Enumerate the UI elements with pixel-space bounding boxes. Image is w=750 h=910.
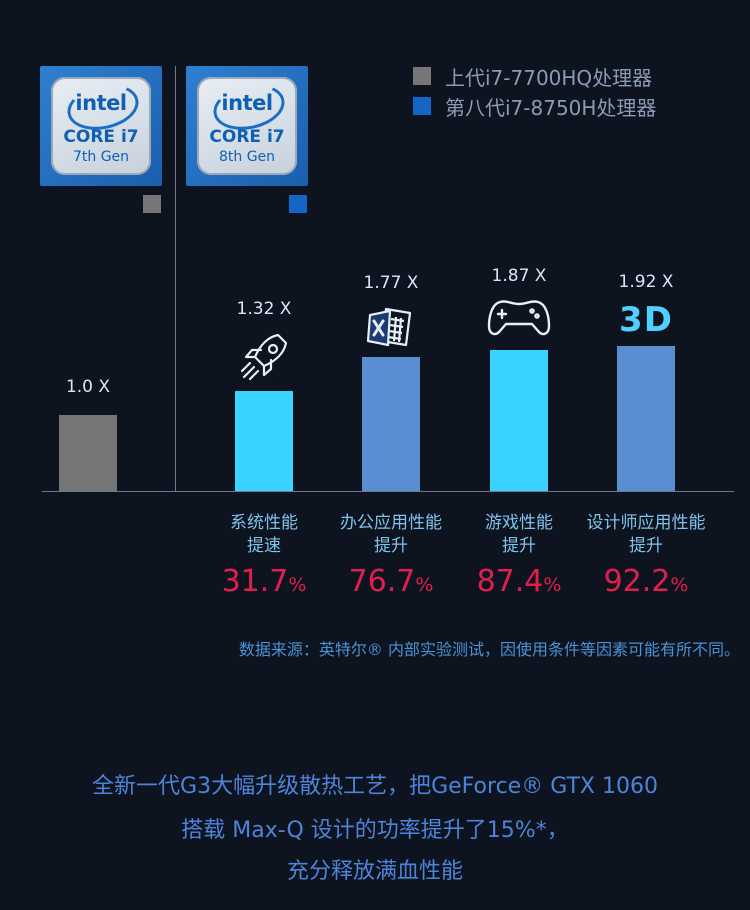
data-source-note: 数据来源：英特尔® 内部实验测试，因使用条件等因素可能有所不同。 [238, 640, 740, 659]
percent-value: 76.7 [348, 564, 416, 599]
intel-core-i7-8th-gen-badge: intel CORE i7 8th Gen [186, 66, 308, 186]
percent-office: 76.7% [311, 564, 471, 599]
vertical-divider [175, 66, 176, 492]
category-line-1: 游戏性能 [485, 513, 553, 533]
intel-core-i7-7th-gen-badge: intel CORE i7 7th Gen [40, 66, 162, 186]
legend-label: 第八代i7-8750H处理器 [445, 95, 657, 120]
3d-icon-text: 3D [619, 299, 673, 340]
legend-swatch-blue [413, 97, 431, 115]
category-label-gaming: 游戏性能 提升 [439, 512, 599, 558]
gray-marker-square [143, 195, 161, 213]
percent-value: 92.2 [603, 564, 671, 599]
badge-chip: intel CORE i7 7th Gen [51, 77, 151, 175]
chart-baseline [42, 491, 734, 492]
percent-unit: % [670, 574, 689, 596]
legend-swatch-gray [413, 67, 431, 85]
legend-label: 上代i7-7700HQ处理器 [445, 65, 653, 90]
percent-unit: % [543, 574, 562, 596]
badge-product-line: CORE i7 [209, 127, 285, 147]
footer-line-2: 搭载 Max-Q 设计的功率提升了15%*， [181, 818, 569, 843]
blue-marker-square [289, 195, 307, 213]
footer-line-1: 全新一代G3大幅升级散热工艺，把GeForce® GTX 1060 [92, 774, 658, 799]
category-line-1: 设计师应用性能 [586, 513, 706, 533]
badge-generation: 8th Gen [218, 149, 276, 165]
office-document-icon [366, 308, 412, 347]
bar-system-performance [235, 391, 293, 491]
badge-product-line: CORE i7 [63, 127, 139, 147]
bar-gaming-performance [490, 349, 548, 491]
value-label-office: 1.77 X [363, 273, 419, 294]
percent-designer: 92.2% [566, 564, 726, 599]
category-label-designer: 设计师应用性能 提升 [566, 512, 726, 558]
legend-item-8750h: 第八代i7-8750H处理器 [413, 95, 656, 120]
category-line-2: 提升 [374, 536, 408, 556]
3d-icon: 3D [606, 300, 686, 340]
footer-line-3: 充分释放满血性能 [286, 859, 463, 884]
badge-generation: 7th Gen [72, 149, 130, 165]
value-label-designer: 1.92 X [618, 271, 674, 292]
category-line-1: 办公应用性能 [340, 513, 442, 533]
badge-chip: intel CORE i7 8th Gen [197, 77, 297, 175]
category-label-office: 办公应用性能 提升 [311, 512, 471, 558]
percent-value: 87.4 [476, 564, 544, 599]
category-line-1: 系统性能 [230, 513, 298, 533]
percent-unit: % [288, 574, 307, 596]
percent-system: 31.7% [184, 564, 344, 599]
badge-brand: intel [221, 91, 273, 115]
badge-brand: intel [75, 91, 127, 115]
bar-designer-performance [617, 345, 675, 491]
percent-unit: % [415, 574, 434, 596]
bar-baseline [59, 415, 117, 491]
percent-gaming: 87.4% [439, 564, 599, 599]
category-label-system: 系统性能 提速 [184, 512, 344, 558]
value-label-system: 1.32 X [236, 299, 292, 320]
rocket-icon [240, 334, 288, 381]
category-line-2: 提速 [247, 536, 281, 556]
bar-office-performance [362, 357, 420, 491]
legend-item-7700hq: 上代i7-7700HQ处理器 [413, 65, 652, 90]
value-label-baseline: 1.0 X [65, 377, 111, 398]
value-label-gaming: 1.87 X [491, 265, 547, 286]
category-line-2: 提升 [502, 536, 536, 556]
category-line-2: 提升 [629, 536, 663, 556]
percent-value: 31.7 [221, 564, 289, 599]
gamepad-icon [487, 299, 551, 335]
